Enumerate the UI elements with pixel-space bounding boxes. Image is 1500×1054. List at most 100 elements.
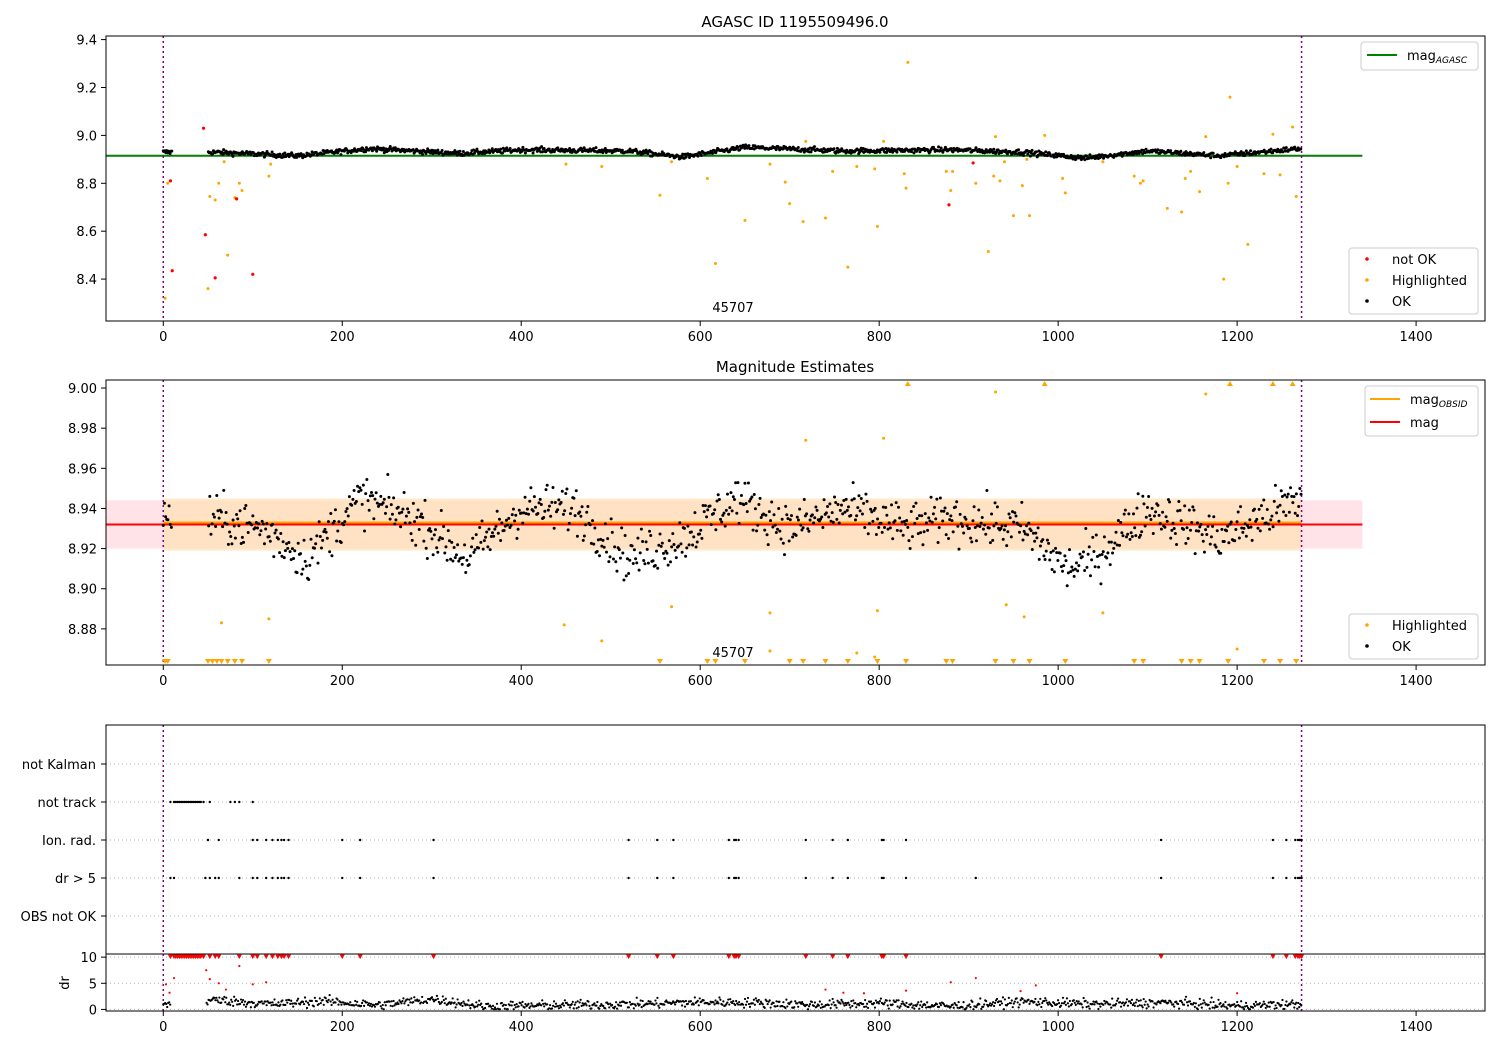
dr-ok-point: [865, 1005, 868, 1008]
x-tick-label: 1400: [1400, 330, 1433, 345]
ok-point: [721, 513, 725, 517]
ok-point: [493, 527, 497, 531]
ok-point: [389, 503, 393, 507]
ok-point: [1193, 552, 1197, 556]
x-tick-label: 600: [688, 330, 713, 345]
dr-ok-point: [365, 1001, 369, 1004]
dr-ok-point: [285, 999, 288, 1002]
ok-point: [424, 546, 428, 550]
dr-ok-point: [442, 999, 445, 1002]
ok-point: [801, 526, 805, 530]
dr-ok-point: [434, 998, 438, 1001]
dr-ok-point: [596, 1000, 599, 1004]
ok-point: [934, 517, 938, 521]
dr-ok-point: [576, 1000, 579, 1003]
dr-ok-point: [1223, 1005, 1226, 1008]
ok-point: [1272, 499, 1276, 503]
y-tick-label: 9.0: [76, 129, 97, 144]
ok-point: [307, 577, 311, 581]
flag-marker: [280, 876, 283, 880]
ok-point: [1058, 551, 1062, 555]
ok-point: [470, 545, 474, 549]
clipped-high-marker: [904, 381, 911, 386]
dr-ok-point: [1028, 1002, 1031, 1005]
dr-ok-point: [949, 1005, 952, 1008]
dr-ok-point: [1038, 1003, 1041, 1006]
dr-ok-point: [983, 1003, 986, 1006]
dr-ok-point: [1185, 1001, 1189, 1004]
ok-point: [347, 495, 351, 499]
ok-point: [930, 520, 934, 524]
dr-ok-point: [1111, 997, 1114, 1000]
ok-point: [725, 492, 729, 496]
ok-point: [1169, 536, 1173, 540]
ok-point: [1028, 154, 1032, 158]
ok-point: [1141, 494, 1145, 498]
dr-ok-point: [639, 999, 642, 1002]
dr-ok-point: [322, 1003, 325, 1006]
ok-point: [1242, 526, 1246, 530]
ok-point: [422, 539, 426, 543]
dr-capped-marker: [431, 954, 437, 960]
ok-point: [835, 517, 839, 521]
ok-point: [962, 531, 966, 535]
dr-ok-point: [1188, 1000, 1192, 1003]
ok-point: [1296, 514, 1300, 518]
flag-marker: [271, 838, 274, 842]
dr-ok-point: [831, 997, 834, 1001]
dr-ok-point: [1061, 996, 1065, 999]
dr-ok-point: [360, 1004, 363, 1007]
ok-point: [959, 522, 963, 526]
ok-point: [663, 556, 667, 560]
dr-ok-point: [477, 1003, 480, 1006]
dr-ok-point: [982, 1005, 985, 1008]
dr-ok-point: [1203, 1001, 1206, 1004]
ok-point: [1211, 524, 1215, 528]
dr-ok-point: [574, 1001, 577, 1004]
ok-point: [397, 511, 401, 515]
clipped-low-marker: [1260, 659, 1267, 664]
dr-ok-point: [1044, 997, 1047, 1000]
dr-ok-point: [436, 997, 440, 1000]
ok-point: [508, 525, 512, 529]
ok-point: [1268, 527, 1272, 531]
dr-ok-point: [905, 1001, 908, 1005]
ok-point: [450, 540, 454, 544]
ok-point: [773, 523, 777, 527]
ok-point: [272, 555, 276, 559]
dr-ok-point: [627, 1006, 630, 1009]
dr-ok-point: [1240, 1000, 1243, 1003]
ok-point: [388, 517, 392, 521]
highlighted-point: [219, 621, 223, 625]
dr-ok-point: [1211, 1006, 1214, 1009]
ok-point: [168, 152, 172, 156]
dr-ok-point: [797, 1005, 800, 1008]
x-tick-label: 0: [159, 1020, 167, 1035]
highlighted-point: [873, 167, 877, 171]
y-tick-label: 8.92: [68, 543, 97, 558]
ok-point: [288, 550, 292, 554]
ok-point: [788, 518, 792, 522]
ok-point: [1054, 546, 1058, 550]
ok-point: [712, 512, 716, 516]
ok-point: [324, 530, 328, 534]
ok-point: [764, 513, 768, 517]
dr-ok-point: [988, 1004, 991, 1007]
highlighted-point: [1165, 206, 1169, 210]
ok-point: [215, 494, 219, 498]
dr-ok-point: [728, 1003, 731, 1006]
ok-point: [1266, 522, 1270, 526]
ok-point: [421, 152, 425, 156]
ok-point: [423, 498, 427, 502]
dr-ok-point: [1121, 1001, 1125, 1004]
ok-point: [383, 511, 387, 515]
ok-point: [643, 562, 647, 566]
agasc-panel: AGASC ID 1195509496.0 0 200 400 600 800 1000 1…: [76, 13, 1486, 345]
ok-point: [1284, 513, 1288, 517]
ok-point: [1026, 152, 1030, 156]
ok-point: [699, 153, 703, 157]
ok-point: [787, 539, 791, 543]
ok-point: [371, 494, 375, 498]
clipped-low-marker: [164, 659, 171, 664]
